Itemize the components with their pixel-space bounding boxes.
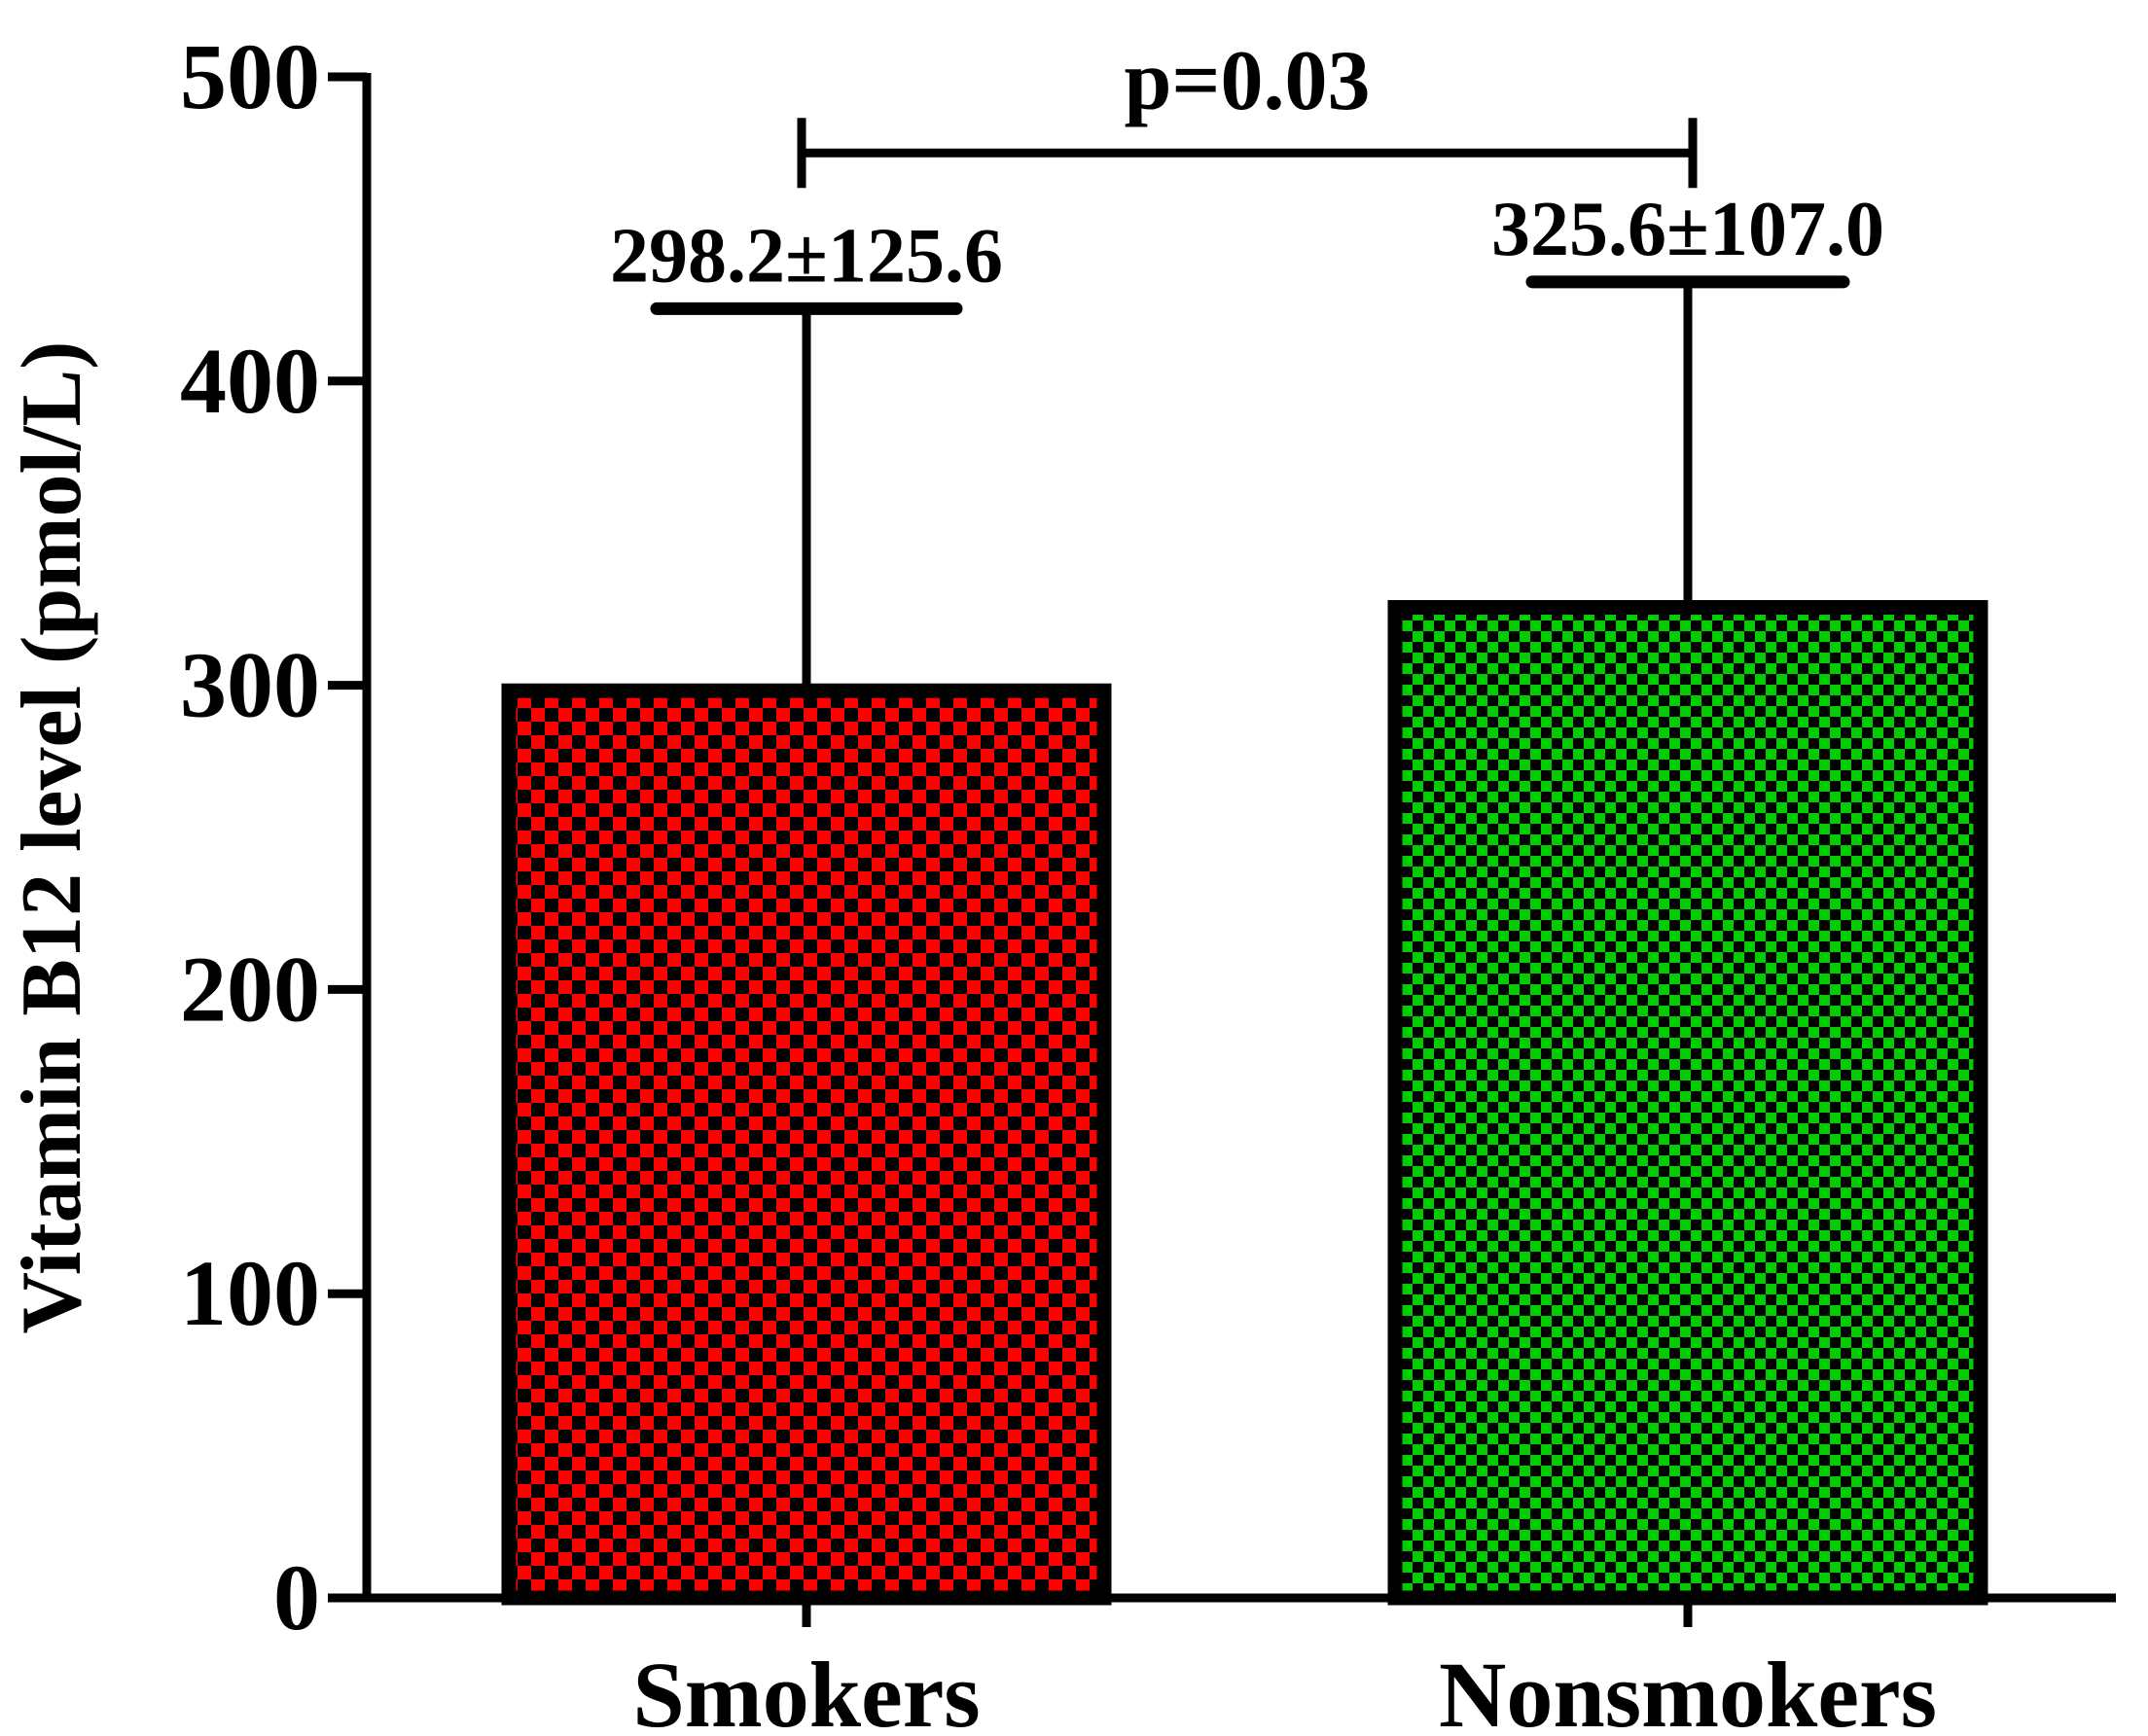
y-tick-label-300: 300 [180, 633, 320, 737]
value-label-nonsmokers: 325.6±107.0 [1491, 187, 1884, 272]
bars-layer [501, 600, 1988, 1606]
text-layer: 298.2±125.6 Smokers 325.6±107.0 Nonsmokers 0… [5, 24, 1937, 1736]
error-bars-layer [650, 275, 1850, 691]
y-tick-label-0: 0 [273, 1545, 320, 1649]
y-axis-label: Vitamin B12 level (pmol/L) [5, 341, 99, 1334]
value-label-smokers: 298.2±125.6 [610, 213, 1003, 299]
bar-nonsmokers [1387, 600, 1988, 1606]
y-tick-label-100: 100 [180, 1241, 320, 1345]
y-tick-label-200: 200 [180, 937, 320, 1041]
category-label-nonsmokers: Nonsmokers [1439, 1643, 1937, 1736]
axes-layer [328, 72, 2116, 1627]
category-label-smokers: Smokers [632, 1643, 980, 1736]
significance-label: p=0.03 [1124, 34, 1370, 128]
y-tick-label-500: 500 [180, 24, 320, 128]
y-tick-label-400: 400 [180, 329, 320, 433]
bar-smokers [501, 683, 1112, 1606]
